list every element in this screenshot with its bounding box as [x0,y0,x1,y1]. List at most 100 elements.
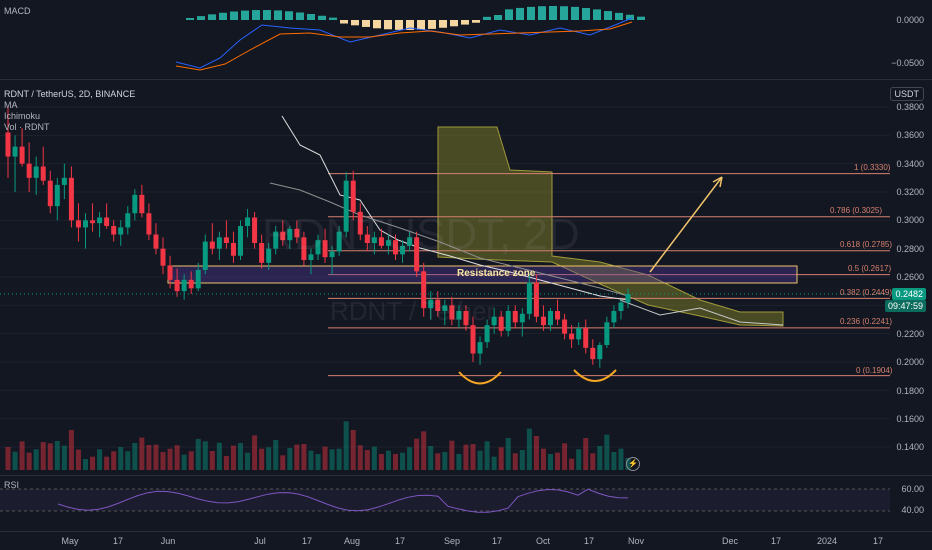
currency-button[interactable]: USDT [889,87,924,101]
candle-body [195,269,201,289]
volume-bar [202,441,208,470]
volume-bar [407,447,413,470]
macd-tick-1: −0.0500 [891,58,924,68]
candle-body [548,311,553,326]
candle-body [5,132,11,157]
macd-histogram-bar [549,6,557,20]
symbol-watermark: RDNTUSDT, 2D [262,210,580,259]
volume-bar [329,449,335,470]
macd-histogram-bar [626,14,634,20]
candle-body [61,177,67,185]
candle-body [498,316,504,331]
price-tick: 0.3600 [896,130,924,140]
fib-label-0618: 0.618 (0.2785) [840,240,893,249]
volume-bar [75,449,81,470]
indicator-ichimoku[interactable]: Ichimoku [4,111,41,121]
date-tick: 17 [301,536,313,546]
candle-body [428,299,434,309]
volume-bar [512,453,518,470]
volume-bar [526,428,532,470]
macd-histogram-bar [362,20,370,27]
date-tick: 17 [394,536,406,546]
volume-bar [442,452,448,470]
macd-panel-separator[interactable] [0,79,932,80]
candle-body [188,279,194,289]
macd-histogram-bar [384,20,392,30]
volume-bar [421,431,427,470]
macd-histogram-bar [472,20,480,23]
symbol-title[interactable]: RDNT / TetherUS, 2D, BINANCE [4,89,136,99]
macd-histogram-bar [439,20,447,28]
price-tick: 0.2200 [896,329,924,339]
volume-bar [61,445,67,470]
rsi-tick-60: 60.00 [901,484,924,494]
volume-bar [188,451,194,470]
fib-label-0236: 0.236 (0.2241) [840,317,893,326]
volume-bar [371,446,377,470]
volume-bar [12,451,18,470]
volume-bar [245,452,251,470]
macd-histogram-bar [461,20,469,25]
candle-body [364,234,370,243]
volume-bar [315,454,321,470]
candle-body [512,311,518,323]
candle-body [590,347,596,360]
candle-body [75,220,81,228]
volume-bar [266,447,272,470]
rsi-panel-separator[interactable] [0,475,932,476]
candle-body [583,328,589,348]
macd-histogram-bar [637,16,645,20]
volume-bar [118,447,124,470]
volume-bar [5,447,11,470]
volume-bar [174,445,180,470]
candle-body [294,228,300,238]
price-tick: 0.2000 [896,357,924,367]
volume-bar [540,448,546,470]
volume-bar [400,452,406,470]
fib-label-0786: 0.786 (0.3025) [830,206,883,215]
volume-bar [153,444,159,470]
symbol-watermark-sub: RDNT / Tether [330,296,496,326]
volume-bar [604,434,610,470]
indicator-ma[interactable]: MA [4,100,18,110]
price-tick: 0.3800 [896,102,924,112]
candle-body [533,282,539,317]
ichimoku-cloud [437,126,784,327]
candle-body [611,311,617,323]
candle-body [449,305,455,320]
candle-body [209,241,215,249]
lightning-icon[interactable]: ⚡ [626,457,640,471]
volume-bar [33,449,39,470]
volume-bar [280,455,286,470]
price-tick: 0.3000 [896,215,924,225]
candle-body [526,282,532,314]
macd-histogram-bar [351,20,359,26]
volume-bar [294,444,300,470]
volume-bar [343,421,349,470]
fib-label-0: 0 (0.1904) [856,366,893,375]
candle-body [146,213,152,235]
rsi-line [57,488,629,513]
volume-bar [132,443,138,470]
candle-body [287,228,293,241]
volume-bar [301,444,307,470]
volume-bar [97,449,103,470]
volume-bar [597,446,603,470]
candle-body [576,328,582,340]
candle-body [562,319,568,334]
candle-body [230,243,236,256]
candle-body [245,217,251,226]
indicator-volume[interactable]: Vol · RDNT [4,122,50,132]
volume-bar [583,438,589,470]
candle-body [280,231,286,241]
macd-histogram-bar [373,20,381,29]
volume-bar [195,439,201,470]
candle-body [273,231,279,249]
resistance-zone-label: Resistance zone [457,268,536,279]
volume-bar [322,446,328,470]
volume-bar [26,452,32,470]
volume-bar [336,448,342,470]
macd-histogram-bar [318,15,326,20]
rsi-label: RSI [4,480,20,490]
